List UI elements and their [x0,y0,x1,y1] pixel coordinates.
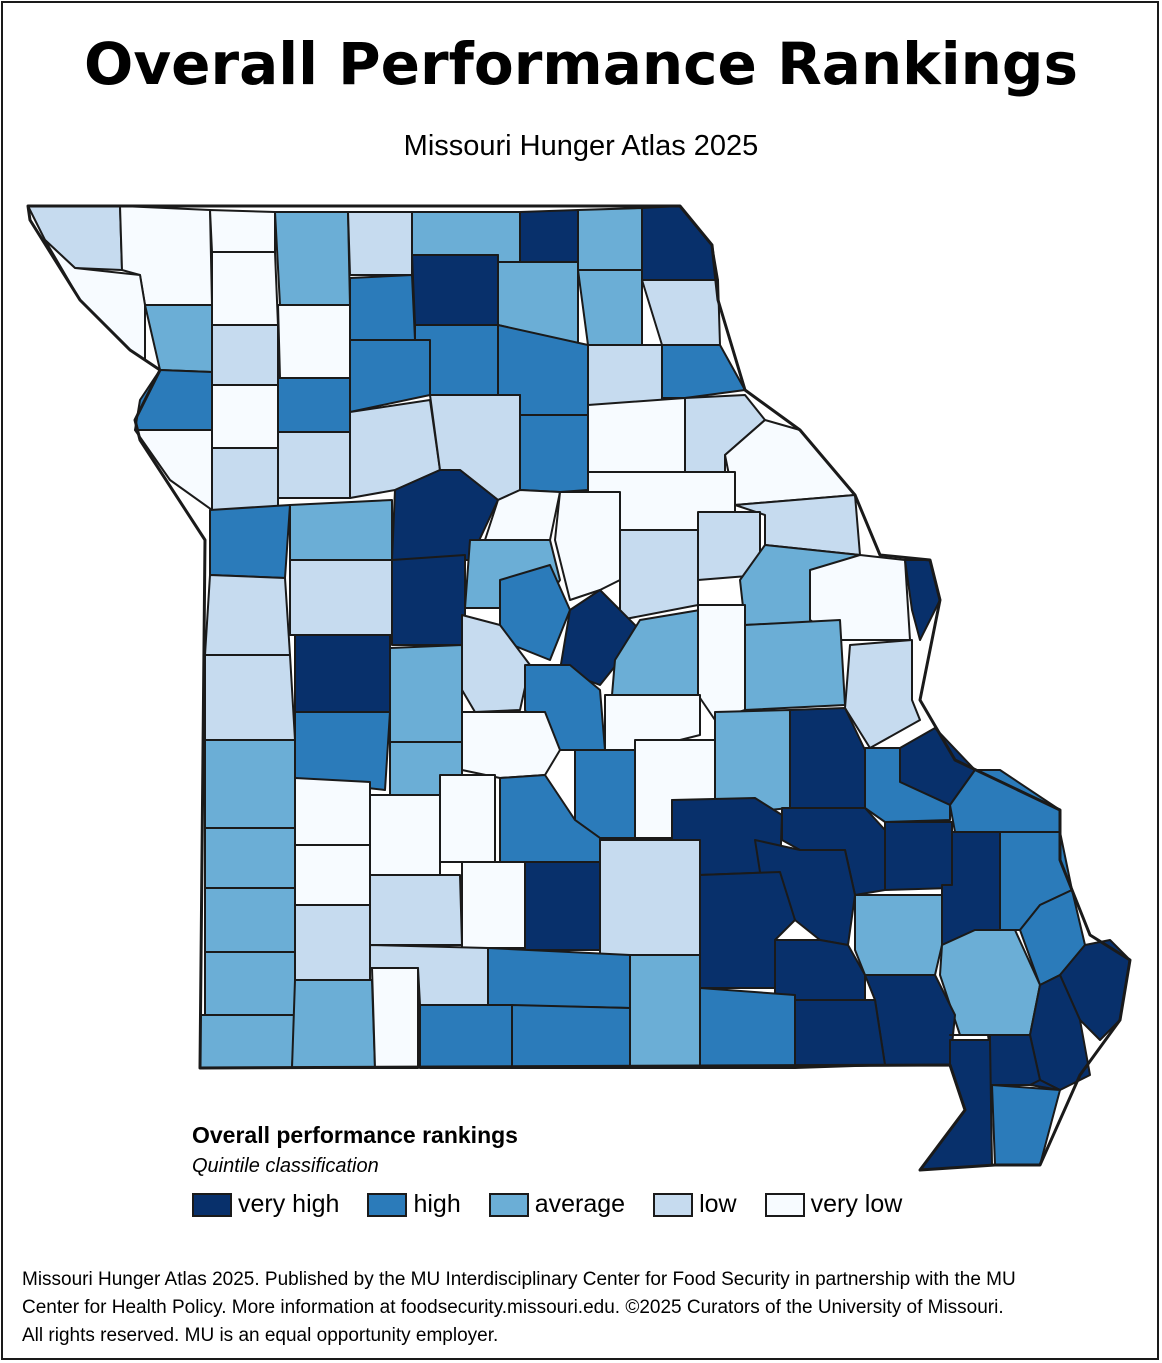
county-very-low [484,489,561,541]
legend-item-very-low: very low [764,1190,903,1219]
county-very-low [461,711,561,779]
legend: Overall performance rankings Quintile cl… [192,1122,930,1219]
footer-credits: Missouri Hunger Atlas 2025. Published by… [22,1266,1142,1350]
county-high [991,1084,1061,1166]
county-average [204,827,296,889]
legend-swatch-very-high [192,1192,232,1217]
county-very-low [211,384,279,449]
county-high [209,504,291,579]
county-very-high [989,1034,1041,1086]
county-layer [27,205,1131,1171]
county-very-high [641,205,719,281]
county-very-low [294,777,371,846]
county-average [744,619,846,711]
legend-swatch-very-low [764,1192,805,1217]
county-average [274,211,351,306]
county-very-low [371,967,419,1069]
legend-swatch-low [653,1192,694,1217]
county-average [144,304,213,373]
legend-item-high: high [367,1190,461,1219]
county-very-high [411,254,499,326]
county-very-low [587,397,686,473]
legend-swatch-high [367,1192,408,1217]
legend-item-very-high: very high [192,1190,339,1219]
county-high [349,274,416,341]
county-average [629,954,701,1069]
county-average [204,887,296,953]
county-low [347,211,413,276]
county-very-low [439,774,496,863]
county-very-low [697,604,746,721]
footer-line-3: All rights reserved. MU is an equal oppo… [22,1325,499,1346]
county-very-low [461,861,526,949]
legend-subtitle: Quintile classification [192,1155,379,1177]
legend-item-average: average [488,1190,626,1219]
legend-label-low: low [699,1190,737,1218]
county-very-low [134,429,213,511]
map-title: Overall Performance Rankings [84,30,1078,98]
county-average [289,499,393,561]
county-very-high [294,634,391,713]
county-high [661,344,746,399]
county-low [599,839,701,956]
county-low [294,904,371,981]
county-very-low [209,209,276,253]
county-high [294,711,391,791]
county-high [511,1004,631,1069]
county-low [369,874,463,946]
legend-label-very-high: very high [238,1190,340,1218]
legend-label-very-low: very low [810,1190,903,1218]
county-average [389,644,463,743]
county-high [519,414,589,493]
county-low [204,574,291,656]
legend-label-high: high [413,1190,461,1218]
county-very-low [369,794,441,876]
footer-line-1: Missouri Hunger Atlas 2025. Published by… [22,1269,1016,1290]
county-very-low [294,844,371,906]
county-very-high [794,999,886,1069]
county-very-high [524,861,601,951]
county-average [577,207,643,271]
county-very-high [884,821,953,891]
legend-title: Overall performance rankings [192,1122,518,1148]
county-low [204,654,296,741]
county-high [574,749,636,839]
county-low [289,559,393,636]
footer-line-2: Center for Health Policy. More informati… [22,1297,1004,1318]
map-subtitle: Missouri Hunger Atlas 2025 [403,130,759,162]
county-high [487,947,631,1009]
county-high [277,377,351,433]
county-average [291,979,376,1069]
legend-item-low: low [653,1190,737,1219]
county-very-low [211,251,279,326]
state-outline [26,204,1132,1172]
county-very-high [519,209,579,263]
county-very-high [774,939,866,1001]
county-high [699,987,796,1069]
county-low [211,447,279,511]
county-low [211,324,279,386]
county-very-low [554,491,621,601]
county-average [854,894,943,976]
county-low [641,279,721,346]
legend-items: very high high average low very low [192,1190,930,1219]
county-average [199,1014,296,1069]
county-low [461,614,531,713]
county-average [204,951,296,1016]
legend-label-average: average [534,1190,626,1218]
county-very-low [277,304,351,379]
county-very-high [391,554,466,646]
county-average [577,269,643,346]
county-high [419,1004,513,1069]
county-average [204,739,296,829]
county-low [619,529,699,621]
county-low [277,431,351,499]
legend-swatch-average [488,1192,529,1217]
